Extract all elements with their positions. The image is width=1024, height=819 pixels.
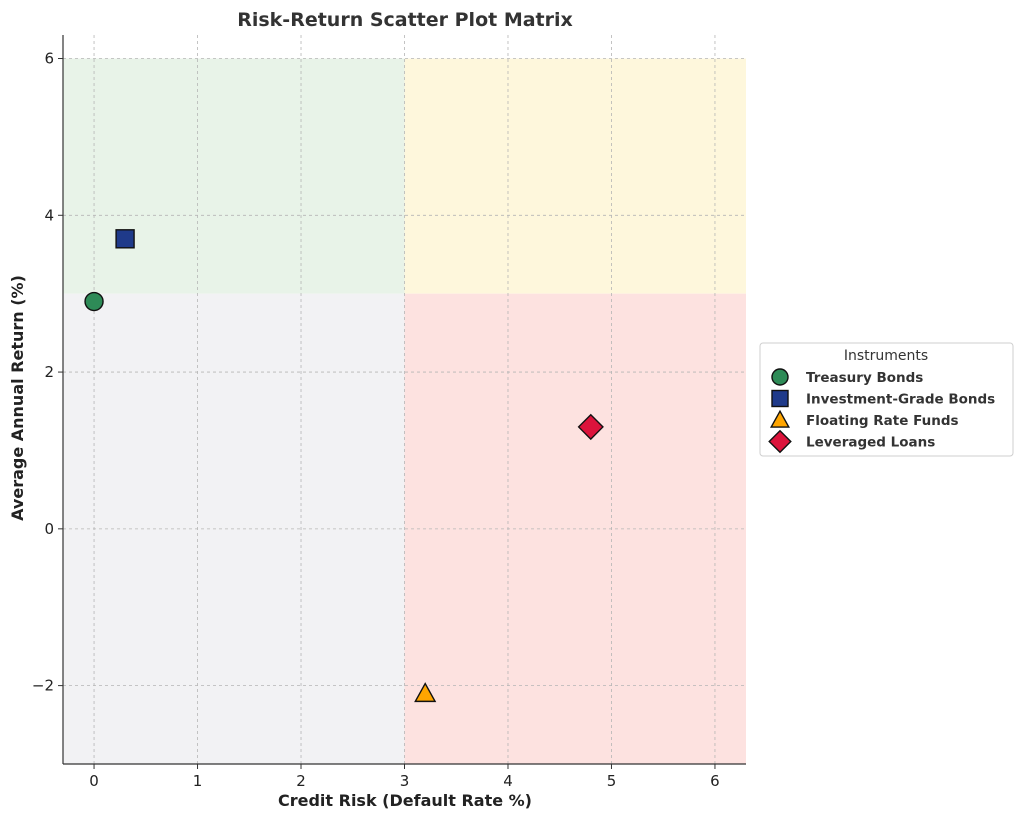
x-tick-label: 0 (89, 772, 99, 790)
x-tick-label: 5 (607, 772, 617, 790)
data-points (84, 229, 604, 703)
x-tick-label: 4 (503, 772, 513, 790)
x-tick-label: 6 (710, 772, 720, 790)
point-leveraged-loans (577, 413, 604, 441)
y-axis-ticks: −2 0 2 4 6 (32, 50, 63, 695)
x-tick-label: 2 (296, 772, 306, 790)
x-axis-ticks: 0 1 2 3 4 5 6 (89, 764, 720, 790)
x-tick-label: 1 (193, 772, 203, 790)
legend-label-floating-rate-funds: Floating Rate Funds (806, 413, 959, 429)
quadrant-2 (404, 58, 746, 294)
legend-marker-leveraged-loans (768, 429, 792, 454)
legend-box (759, 342, 1014, 457)
quadrant-backgrounds (63, 58, 746, 764)
y-tick-label: −2 (32, 677, 54, 695)
grid-lines (63, 35, 746, 764)
point-investment-grade-bonds (115, 229, 135, 249)
y-tick-label: 0 (44, 520, 54, 538)
quadrant-1 (63, 58, 405, 294)
legend-title: Instruments (844, 348, 928, 364)
legend-items: Treasury Bonds Investment-Grade Bonds Floa… (768, 368, 995, 454)
point-floating-rate-funds (414, 682, 437, 703)
y-axis-label: Average Annual Return (%) (8, 275, 27, 521)
legend-label-investment-grade-bonds: Investment-Grade Bonds (806, 392, 995, 408)
y-tick-label: 2 (44, 363, 54, 381)
legend-marker-treasury-bonds (771, 368, 789, 386)
legend-marker-floating-rate-funds (770, 409, 790, 428)
legend-label-treasury-bonds: Treasury Bonds (806, 370, 923, 386)
x-tick-label: 3 (400, 772, 410, 790)
y-tick-label: 4 (44, 206, 54, 224)
legend-marker-investment-grade-bonds (771, 389, 789, 408)
chart-title: Risk-Return Scatter Plot Matrix (237, 9, 573, 31)
point-treasury-bonds (84, 291, 104, 312)
legend: Instruments Treasury Bonds Investment-Gra… (759, 342, 1014, 457)
y-tick-label: 6 (44, 50, 54, 68)
x-axis-label: Credit Risk (Default Rate %) (278, 791, 532, 810)
legend-label-leveraged-loans: Leveraged Loans (806, 435, 935, 451)
